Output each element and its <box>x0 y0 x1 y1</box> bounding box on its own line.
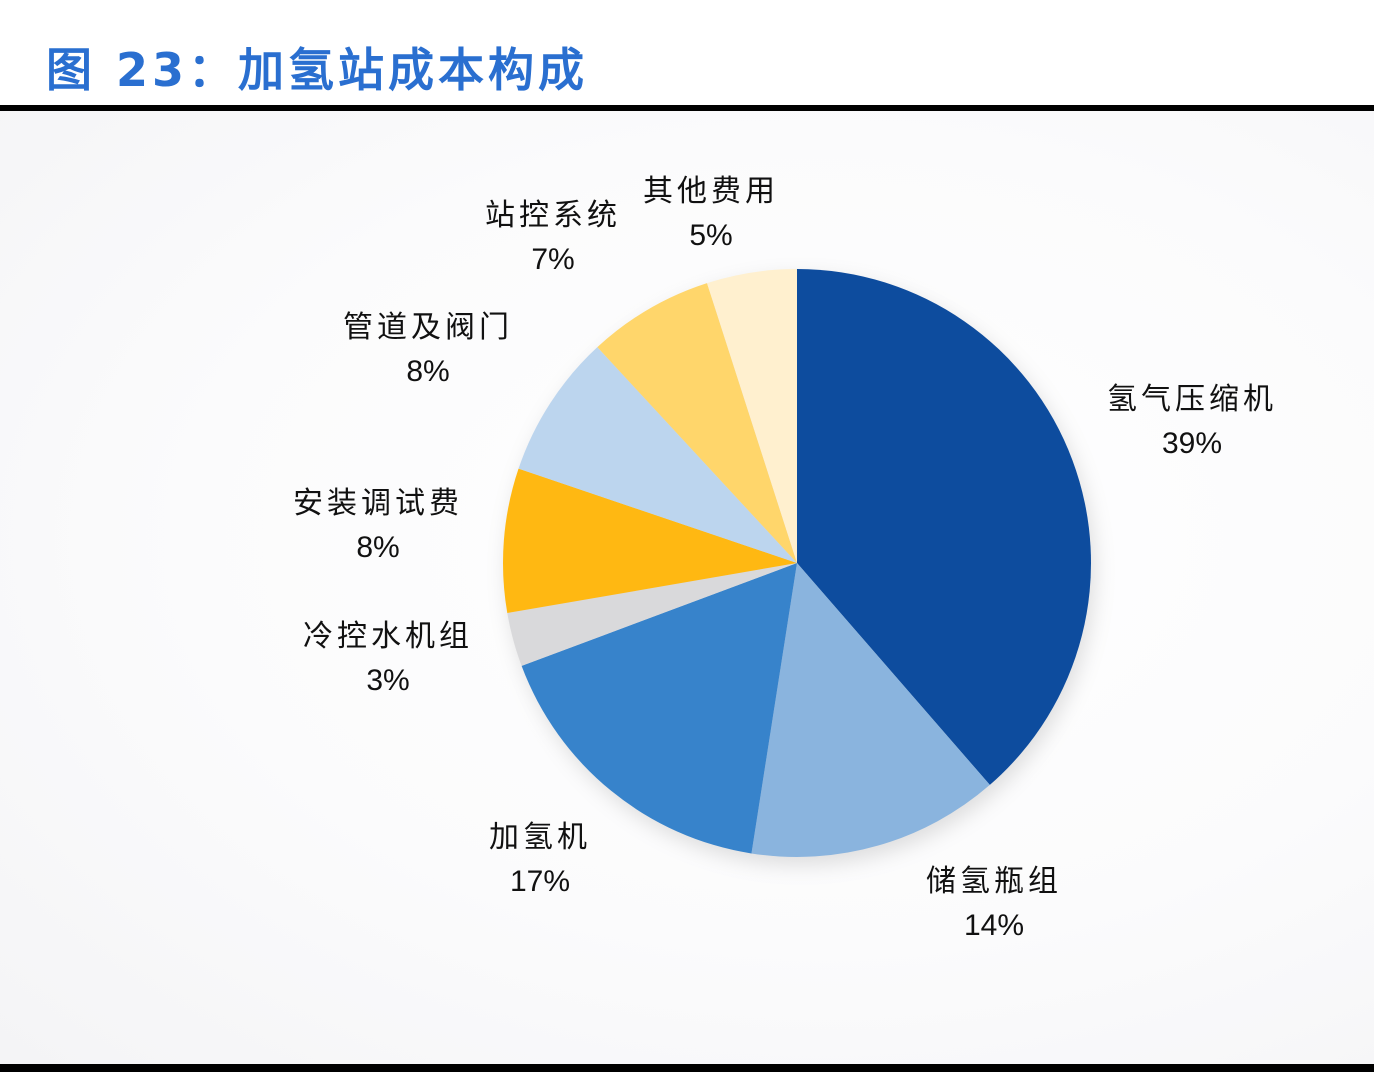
slice-label-percent: 17% <box>509 865 571 898</box>
bottom-divider <box>0 1064 1374 1072</box>
pie-slice <box>518 347 797 563</box>
top-divider <box>0 105 1374 111</box>
slice-label-name: 管道及阀门 <box>343 310 513 345</box>
slice-label: 管道及阀门 8% <box>343 308 513 396</box>
slice-label: 其他费用 5% <box>643 172 779 260</box>
pie-slice <box>797 269 1091 785</box>
slice-label-name: 加氢机 <box>489 820 591 855</box>
pie-slice <box>751 563 990 857</box>
slice-label-name: 冷控水机组 <box>303 619 473 654</box>
slice-label: 加氢机 17% <box>489 818 591 906</box>
figure-title: 图 23：加氢站成本构成 <box>46 43 589 97</box>
slice-label-percent: 8% <box>406 355 450 388</box>
slice-label-percent: 39% <box>1161 427 1223 460</box>
slice-label-percent: 3% <box>366 664 410 697</box>
slice-label-percent: 14% <box>963 909 1025 942</box>
slice-label-name: 氢气压缩机 <box>1107 382 1277 417</box>
slice-label-name: 储氢瓶组 <box>926 864 1062 899</box>
slice-label-percent: 7% <box>531 243 575 276</box>
pie-slice <box>707 269 797 563</box>
slice-label-name: 站控系统 <box>485 198 621 233</box>
slice-label-percent: 8% <box>356 531 400 564</box>
pie-slice <box>521 563 797 854</box>
slice-label-percent: 5% <box>689 219 733 252</box>
pie-slice <box>503 468 797 614</box>
slice-label: 冷控水机组 3% <box>303 617 473 705</box>
pie-slice <box>507 563 797 666</box>
slice-label-name: 其他费用 <box>643 174 779 209</box>
slice-label: 安装调试费 8% <box>293 484 463 572</box>
slice-label-name: 安装调试费 <box>293 486 463 521</box>
pie-slice <box>597 283 797 563</box>
slice-label: 氢气压缩机 39% <box>1107 380 1277 468</box>
slice-label: 储氢瓶组 14% <box>926 862 1062 950</box>
slice-label: 站控系统 7% <box>485 196 621 284</box>
